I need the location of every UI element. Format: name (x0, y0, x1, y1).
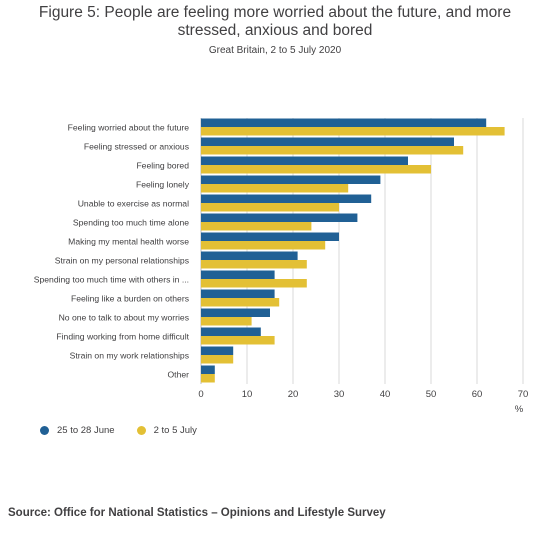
category-label: Finding working from home difficult (56, 332, 189, 342)
category-label: Strain on my work relationships (70, 351, 189, 361)
bar-series-2[interactable] (201, 279, 307, 288)
x-tick-label: 50 (426, 389, 437, 400)
bar-series-1[interactable] (201, 308, 270, 318)
bar-series-1[interactable] (201, 232, 339, 242)
bar-series-2[interactable] (201, 336, 275, 345)
bar-series-2[interactable] (201, 222, 312, 231)
category-label: Unable to exercise as normal (78, 199, 189, 209)
bar-series-1[interactable] (201, 365, 215, 375)
x-axis-label: % (515, 404, 524, 415)
chart-subtitle: Great Britain, 2 to 5 July 2020 (208, 45, 342, 56)
category-label: Feeling stressed or anxious (84, 142, 189, 152)
category-label: Feeling bored (136, 161, 189, 171)
bar-series-2[interactable] (201, 184, 349, 193)
bar-series-2[interactable] (201, 241, 326, 250)
legend: 25 to 28 June 2 to 5 July (40, 425, 219, 436)
bar-series-1[interactable] (201, 289, 275, 299)
x-tick-label: 10 (242, 389, 253, 400)
bar-series-1[interactable] (201, 118, 487, 128)
bar-series-1[interactable] (201, 156, 408, 166)
bar-chart: Feeling worried about the future Feeling … (34, 118, 528, 415)
bar-series-1[interactable] (201, 137, 454, 147)
bar-series-2[interactable] (201, 317, 252, 326)
category-label: Feeling worried about the future (68, 123, 190, 133)
x-tick-label: 30 (334, 389, 345, 400)
category-label: Feeling lonely (136, 180, 190, 190)
x-axis-ticks: 0 10 20 30 40 50 60 70 (198, 389, 528, 400)
category-label: Spending too much time alone (73, 218, 189, 228)
category-label: Strain on my personal relationships (55, 256, 189, 266)
category-label: Making my mental health worse (68, 237, 189, 247)
bar-series-1[interactable] (201, 194, 372, 204)
legend-label-series-1: 25 to 28 June (57, 425, 115, 436)
bar-series-2[interactable] (201, 298, 280, 307)
bar-series-1[interactable] (201, 175, 381, 185)
x-tick-label: 20 (288, 389, 299, 400)
bar-series-1[interactable] (201, 251, 298, 261)
x-tick-label: 70 (518, 389, 529, 400)
bar-series-1[interactable] (201, 213, 358, 223)
x-tick-label: 40 (380, 389, 391, 400)
category-label: No one to talk to about my worries (59, 313, 189, 323)
bar-series-2[interactable] (201, 127, 505, 136)
category-label: Other (168, 370, 190, 380)
bar-series-2[interactable] (201, 260, 307, 269)
bar-series-1[interactable] (201, 327, 261, 337)
bars (201, 118, 505, 383)
source-note: Source: Office for National Statistics –… (8, 507, 386, 519)
bar-series-2[interactable] (201, 146, 464, 155)
category-labels: Feeling worried about the future Feeling … (34, 123, 190, 380)
legend-item-series-1[interactable]: 25 to 28 June (40, 425, 115, 436)
legend-label-series-2: 2 to 5 July (153, 425, 197, 436)
bar-series-2[interactable] (201, 355, 234, 364)
bar-series-2[interactable] (201, 374, 215, 383)
bar-series-1[interactable] (201, 346, 234, 356)
legend-swatch-series-1 (40, 426, 49, 435)
category-label: Feeling like a burden on others (71, 294, 189, 304)
bar-series-2[interactable] (201, 203, 339, 212)
bar-series-1[interactable] (201, 270, 275, 280)
x-tick-label: 60 (472, 389, 483, 400)
category-label: Spending too much time with others in ..… (34, 275, 189, 285)
chart-title: Figure 5: People are feeling more worrie… (38, 4, 512, 39)
legend-swatch-series-2 (136, 426, 146, 435)
legend-item-series-2[interactable]: 2 to 5 July (136, 425, 197, 436)
bar-series-2[interactable] (201, 165, 431, 174)
x-tick-label: 0 (198, 389, 203, 400)
